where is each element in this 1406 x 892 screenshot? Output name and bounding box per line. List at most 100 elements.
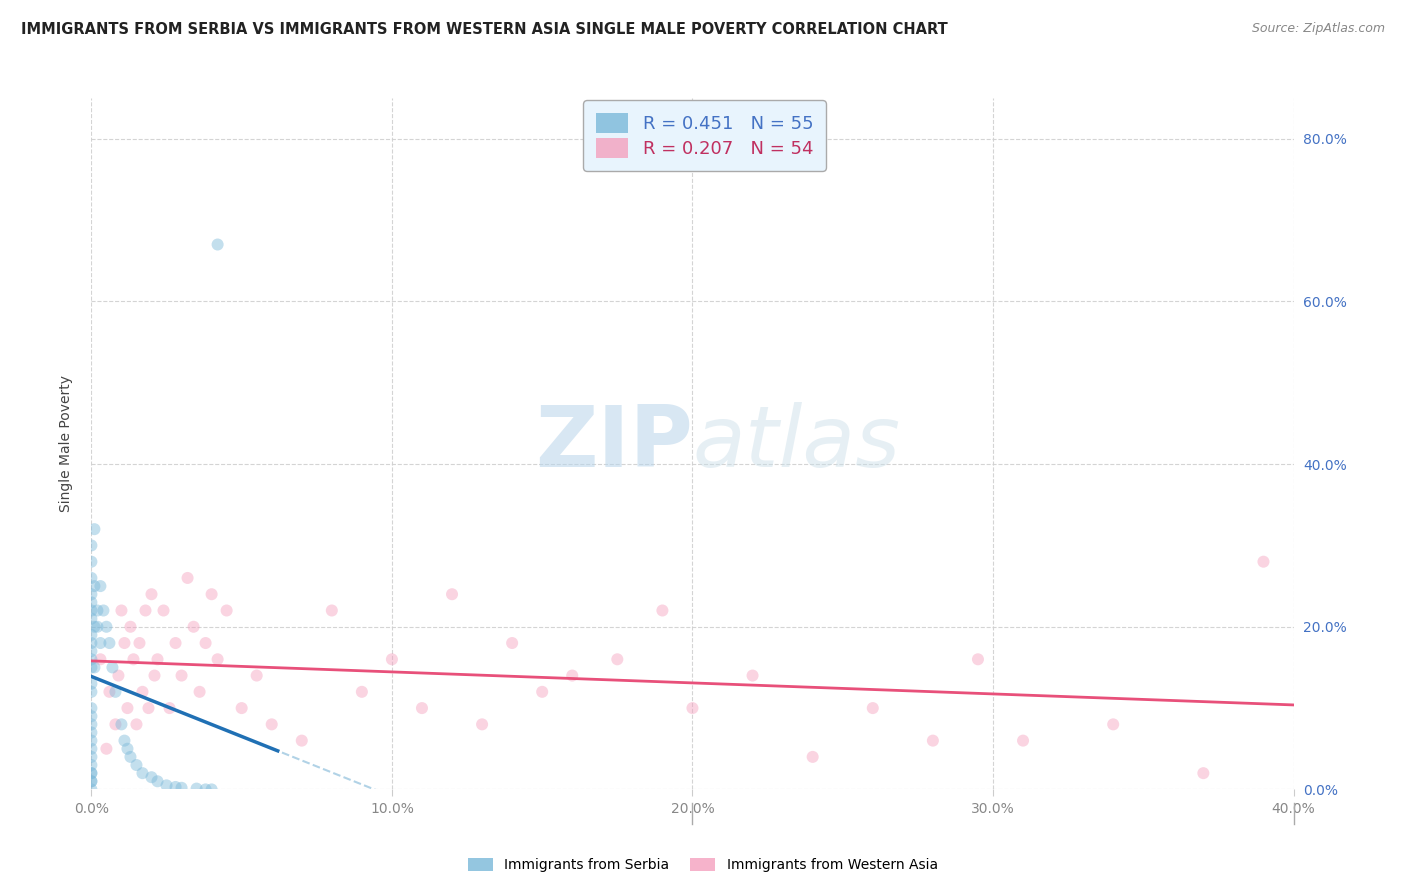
Point [176,571,198,585]
Legend: R = 0.451   N = 55, R = 0.207   N = 54: R = 0.451 N = 55, R = 0.207 N = 54 [583,100,825,170]
Point [80,701,103,715]
Point [207,652,229,666]
Point [104,685,127,699]
Text: Source: ZipAtlas.com: Source: ZipAtlas.com [1251,22,1385,36]
Point [681,701,703,715]
Point [170,780,193,795]
Point [561,668,583,682]
Point [741,668,763,682]
Point [291,733,314,747]
Point [89,636,111,650]
Point [170,668,193,682]
Point [131,766,153,780]
Point [110,603,132,617]
Point [80,612,103,626]
Point [155,778,177,792]
Point [80,741,103,756]
Point [606,652,628,666]
Point [80,628,103,642]
Legend: Immigrants from Serbia, Immigrants from Western Asia: Immigrants from Serbia, Immigrants from … [463,853,943,878]
Point [922,733,945,747]
Text: IMMIGRANTS FROM SERBIA VS IMMIGRANTS FROM WESTERN ASIA SINGLE MALE POVERTY CORRE: IMMIGRANTS FROM SERBIA VS IMMIGRANTS FRO… [21,22,948,37]
Point [1102,717,1125,731]
Point [165,636,187,650]
Point [201,587,224,601]
Point [146,774,169,789]
Point [107,668,129,682]
Point [80,595,103,609]
Point [141,587,163,601]
Point [80,766,103,780]
Point [120,750,142,764]
Point [83,660,105,674]
Point [531,685,554,699]
Point [138,701,160,715]
Point [80,766,103,780]
Point [246,668,269,682]
Point [80,652,103,666]
Point [411,701,433,715]
Point [80,636,103,650]
Point [89,579,111,593]
Point [83,522,105,536]
Point [80,685,103,699]
Point [80,717,103,731]
Point [117,741,139,756]
Point [381,652,404,666]
Point [350,685,373,699]
Point [80,725,103,739]
Point [186,781,208,796]
Point [98,636,121,650]
Point [83,620,105,634]
Point [215,603,238,617]
Point [80,603,103,617]
Point [862,701,884,715]
Point [152,603,174,617]
Point [117,701,139,715]
Point [967,652,990,666]
Point [194,636,217,650]
Point [120,620,142,634]
Point [231,701,253,715]
Point [80,750,103,764]
Point [1253,555,1275,569]
Point [440,587,463,601]
Point [143,668,166,682]
Point [80,774,103,789]
Point [96,620,118,634]
Point [80,733,103,747]
Point [101,660,124,674]
Point [110,717,132,731]
Point [80,774,103,789]
Point [80,587,103,601]
Point [83,579,105,593]
Point [801,750,824,764]
Point [134,603,156,617]
Point [651,603,673,617]
Point [96,741,118,756]
Point [80,571,103,585]
Point [80,660,103,674]
Point [80,758,103,772]
Point [188,685,211,699]
Point [93,603,115,617]
Point [114,636,136,650]
Point [471,717,494,731]
Point [86,620,108,634]
Point [321,603,343,617]
Point [80,538,103,552]
Point [159,701,181,715]
Point [80,555,103,569]
Point [207,237,229,252]
Point [80,782,103,797]
Point [122,652,145,666]
Point [131,685,153,699]
Point [80,676,103,690]
Point [183,620,205,634]
Point [165,780,187,794]
Point [125,758,148,772]
Point [86,603,108,617]
Point [80,644,103,658]
Point [194,782,217,797]
Text: ZIP: ZIP [534,402,692,485]
